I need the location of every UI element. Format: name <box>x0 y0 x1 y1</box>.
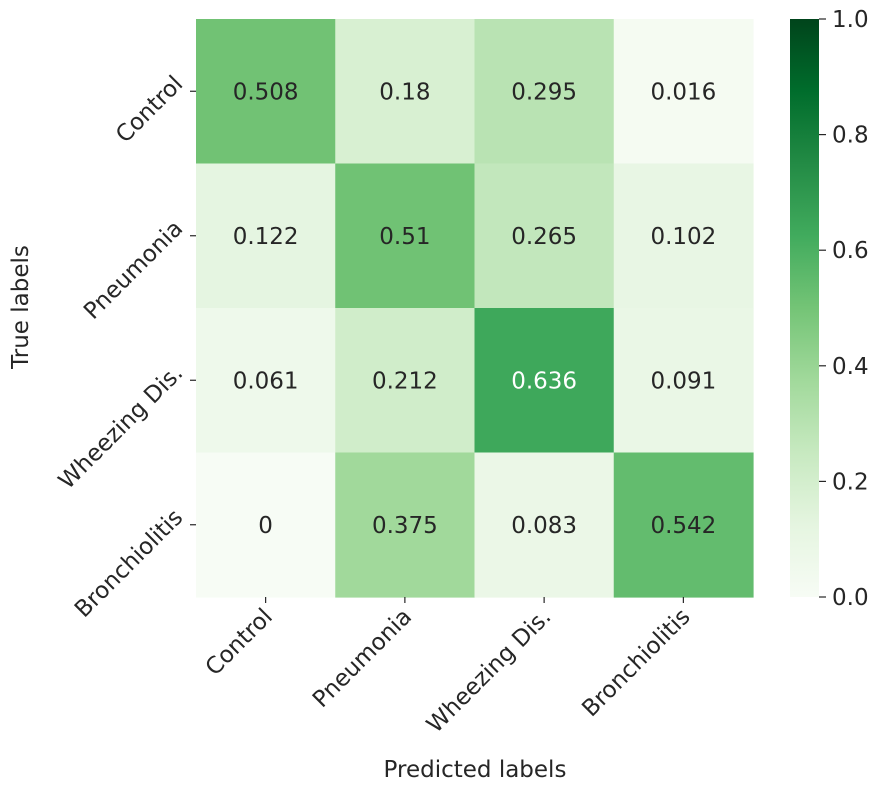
cell-value-label: 0.636 <box>511 368 577 394</box>
cell-value-label: 0.083 <box>511 513 577 539</box>
cell-value-label: 0.542 <box>650 513 716 539</box>
heatmap-cell <box>613 163 754 309</box>
heatmap-cell <box>335 163 476 309</box>
cell-value-label: 0 <box>258 513 273 539</box>
cell-value-labels: 0.508 0.18 0.295 0.016 0.122 0.51 0.265 0.102 0.… <box>233 79 717 539</box>
cell-value-label: 0.102 <box>650 224 716 250</box>
heatmap-cell <box>335 308 476 454</box>
x-tick-label: Control <box>201 604 278 681</box>
cell-value-label: 0.295 <box>511 79 577 105</box>
heatmap-cell <box>613 452 754 598</box>
x-tick-label: Pneumonia <box>308 604 417 713</box>
x-tick-label: Wheezing Dis. <box>422 604 556 738</box>
colorbar-tick-label: 0.2 <box>832 469 869 495</box>
colorbar-tick-label: 0.4 <box>832 354 869 380</box>
cell-value-label: 0.122 <box>233 224 299 250</box>
heatmap-cell <box>196 308 336 454</box>
heatmap-cell <box>474 452 615 598</box>
y-tick-label: Pneumonia <box>79 216 188 325</box>
y-axis-title: True labels <box>8 245 34 370</box>
heatmap-cell <box>613 308 754 454</box>
heatmap-cell <box>474 19 615 165</box>
heatmap-cell <box>196 163 336 309</box>
x-axis-title: Predicted labels <box>384 757 567 783</box>
colorbar-ticks: 0.0 0.2 0.4 0.6 0.8 1.0 <box>819 7 869 611</box>
heatmap-cells <box>196 19 754 598</box>
colorbar-tick-label: 0.0 <box>832 585 869 611</box>
colorbar-tick-label: 0.8 <box>832 123 869 149</box>
cell-value-label: 0.375 <box>372 513 438 539</box>
cell-value-label: 0.091 <box>650 368 716 394</box>
cell-value-label: 0.016 <box>650 79 716 105</box>
heatmap-cell <box>335 452 476 598</box>
cell-value-label: 0.18 <box>379 79 430 105</box>
y-tick-label: Wheezing Dis. <box>54 360 188 494</box>
heatmap-cell <box>196 452 336 598</box>
x-tick-labels: Control Pneumonia Wheezing Dis. Bronchiolit… <box>201 597 696 738</box>
heatmap-cell <box>335 19 476 165</box>
y-tick-label: Control <box>111 71 188 148</box>
y-tick-label: Bronchiolitis <box>70 505 188 623</box>
heatmap-cell <box>474 163 615 309</box>
y-tick-labels: Control Pneumonia Wheezing Dis.Bronchiolit… <box>54 71 196 623</box>
heatmap-cell <box>474 308 615 454</box>
x-tick-label: Bronchiolitis <box>577 604 695 722</box>
cell-value-label: 0.212 <box>372 368 438 394</box>
colorbar-tick-label: 1.0 <box>832 7 869 33</box>
heatmap-cell <box>613 19 754 165</box>
cell-value-label: 0.061 <box>233 368 299 394</box>
cell-value-label: 0.265 <box>511 224 577 250</box>
cell-value-label: 0.508 <box>233 79 299 105</box>
cell-value-label: 0.51 <box>379 224 430 250</box>
heatmap-cell <box>196 19 336 165</box>
colorbar-tick-label: 0.6 <box>832 238 869 264</box>
colorbar <box>790 19 819 597</box>
